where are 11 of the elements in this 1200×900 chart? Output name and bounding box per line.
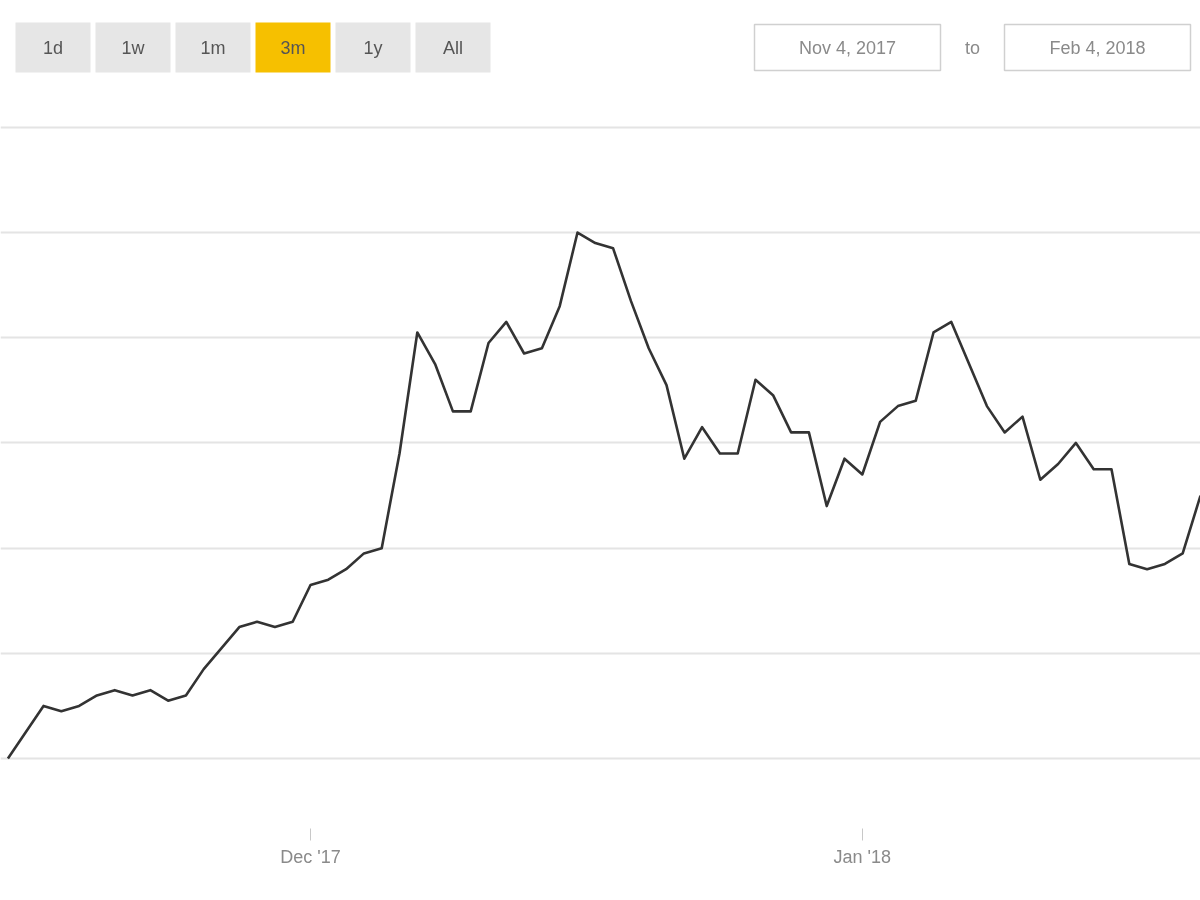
x-tick-label: Dec '17 [280, 846, 341, 867]
x-tick-label: Jan '18 [833, 846, 892, 867]
text: Feb 4, 2018 [1049, 37, 1146, 58]
category-label: 1d [42, 37, 64, 58]
category-label: 1m [200, 37, 226, 58]
category-label: 1w [121, 37, 146, 58]
text: Nov 4, 2017 [798, 37, 897, 58]
category-label: 3m [280, 37, 306, 58]
text: to [964, 37, 981, 58]
category-label: All [443, 37, 464, 58]
category-label: 1y [363, 37, 383, 58]
